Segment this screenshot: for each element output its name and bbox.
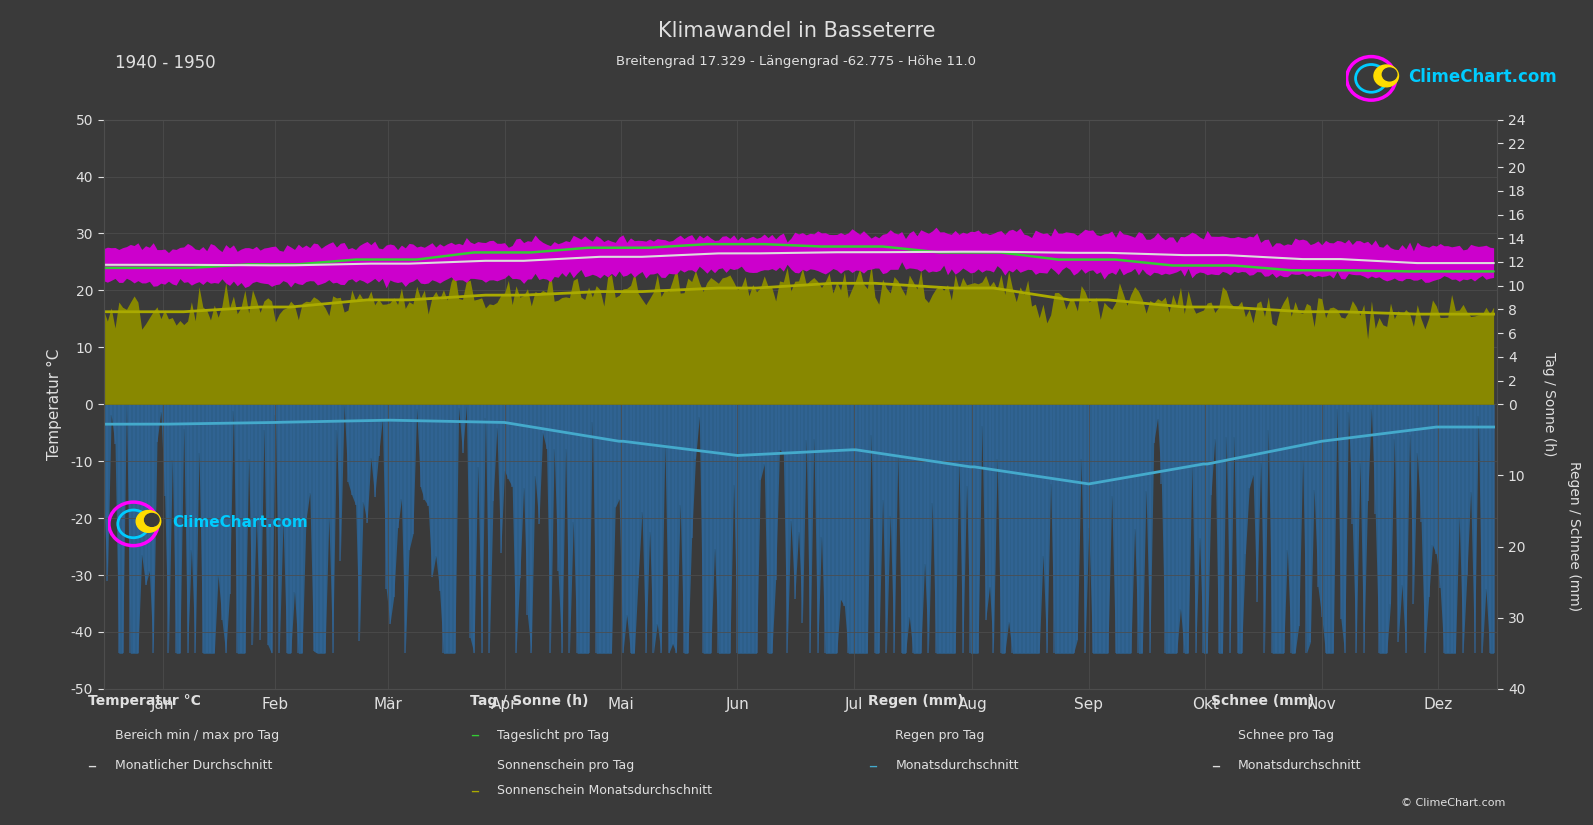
Text: Schnee (mm): Schnee (mm) bbox=[1211, 695, 1314, 709]
Circle shape bbox=[145, 513, 159, 526]
Y-axis label: Tag / Sonne (h): Tag / Sonne (h) bbox=[1542, 352, 1556, 456]
Text: –: – bbox=[1211, 757, 1220, 775]
Text: Sonnenschein pro Tag: Sonnenschein pro Tag bbox=[497, 759, 634, 772]
Text: Sonnenschein Monatsdurchschnitt: Sonnenschein Monatsdurchschnitt bbox=[497, 784, 712, 797]
Text: Tageslicht pro Tag: Tageslicht pro Tag bbox=[497, 728, 609, 742]
Text: ClimeChart.com: ClimeChart.com bbox=[172, 515, 307, 530]
Circle shape bbox=[1373, 65, 1399, 87]
Circle shape bbox=[1383, 68, 1397, 81]
Text: Tag / Sonne (h): Tag / Sonne (h) bbox=[470, 695, 588, 709]
Text: Schnee pro Tag: Schnee pro Tag bbox=[1238, 728, 1333, 742]
Text: 1940 - 1950: 1940 - 1950 bbox=[115, 54, 215, 72]
Text: Regen / Schnee (mm): Regen / Schnee (mm) bbox=[1568, 461, 1580, 611]
Text: –: – bbox=[470, 781, 479, 799]
Text: Bereich min / max pro Tag: Bereich min / max pro Tag bbox=[115, 728, 279, 742]
Text: –: – bbox=[868, 757, 878, 775]
Text: Regen pro Tag: Regen pro Tag bbox=[895, 728, 984, 742]
Text: Regen (mm): Regen (mm) bbox=[868, 695, 964, 709]
Text: Breitengrad 17.329 - Längengrad -62.775 - Höhe 11.0: Breitengrad 17.329 - Längengrad -62.775 … bbox=[616, 55, 977, 68]
Circle shape bbox=[137, 511, 161, 532]
Text: Klimawandel in Basseterre: Klimawandel in Basseterre bbox=[658, 21, 935, 40]
Y-axis label: Temperatur °C: Temperatur °C bbox=[48, 348, 62, 460]
Text: –: – bbox=[88, 757, 97, 775]
Text: Monatsdurchschnitt: Monatsdurchschnitt bbox=[1238, 759, 1362, 772]
Text: –: – bbox=[470, 726, 479, 744]
Text: Temperatur °C: Temperatur °C bbox=[88, 695, 201, 709]
Text: © ClimeChart.com: © ClimeChart.com bbox=[1400, 799, 1505, 808]
Text: ClimeChart.com: ClimeChart.com bbox=[1408, 68, 1556, 86]
Text: Monatlicher Durchschnitt: Monatlicher Durchschnitt bbox=[115, 759, 272, 772]
Text: Monatsdurchschnitt: Monatsdurchschnitt bbox=[895, 759, 1020, 772]
